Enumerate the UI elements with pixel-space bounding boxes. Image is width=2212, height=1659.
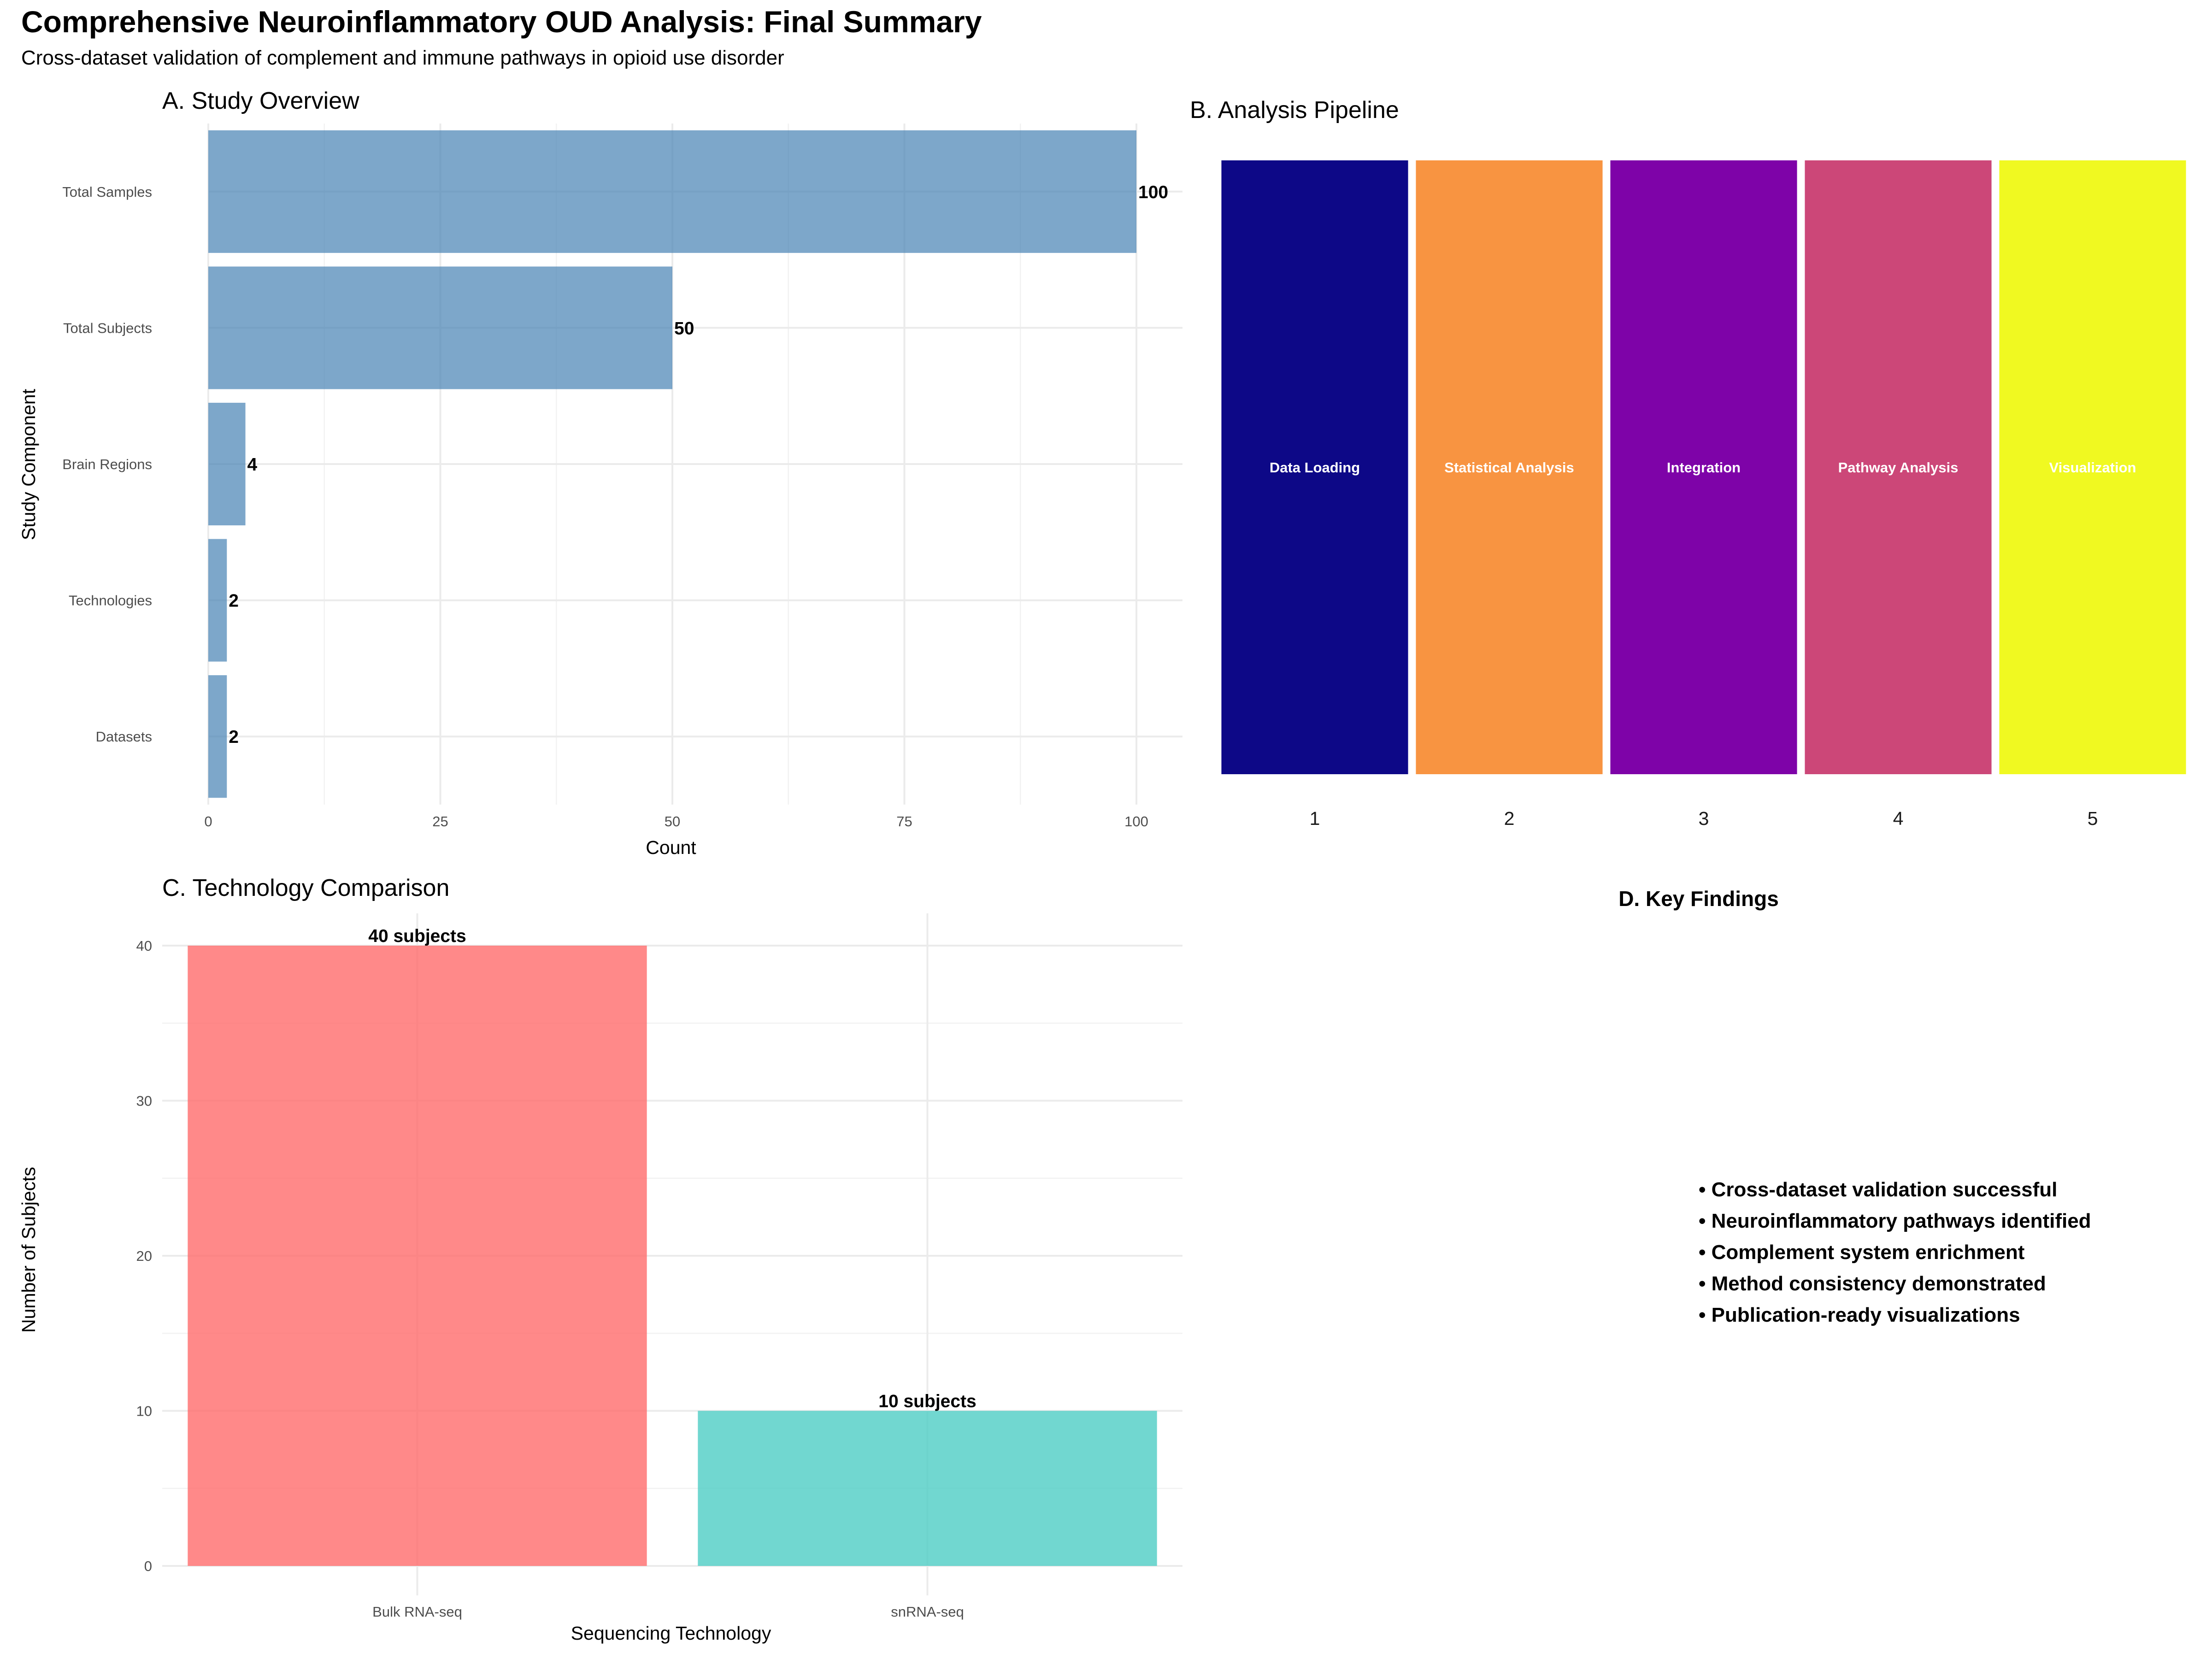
bar-datasets [208,675,227,798]
x-tick-label: 50 [665,813,680,830]
pipeline-stage-data-loading [1221,160,1408,774]
x-tick-label: 5 [2088,808,2098,829]
panel-c-technology-comparison: C. Technology Comparison 40 subjects 10 s… [18,875,1182,1644]
data-label-brain-regions: 4 [247,455,258,475]
panel-a-y-axis-title: Study Component [18,388,39,540]
data-label-snrna-seq: 10 subjects [878,1392,976,1412]
x-tick-label: 0 [204,813,212,830]
findings-list: • Cross-dataset validation successful • … [1699,1178,2091,1326]
finding-item: • Method consistency demonstrated [1699,1272,2046,1295]
y-tick-label: 10 [136,1403,152,1419]
y-tick-label: 40 [136,938,152,954]
panel-c-data-labels: 40 subjects 10 subjects [368,926,976,1412]
y-tick-label: Datasets [96,729,152,745]
panel-c-x-tick-labels: Bulk RNA-seq snRNA-seq [372,1604,964,1620]
panel-a-data-labels: 100 50 4 2 2 [229,182,1168,747]
stage-label-statistical-analysis: Statistical Analysis [1444,459,1574,476]
stage-label-pathway-analysis: Pathway Analysis [1838,459,1959,476]
x-tick-label: 100 [1124,813,1148,830]
y-tick-label: Total Subjects [63,320,152,336]
panel-b-analysis-pipeline: B. Analysis Pipeline Data Loading Statist… [1190,97,2186,829]
finding-item: • Complement system enrichment [1699,1241,2025,1264]
pipeline-stage-integration [1610,160,1797,774]
stage-label-visualization: Visualization [2049,459,2136,476]
data-label-datasets: 2 [229,727,239,747]
finding-item: • Neuroinflammatory pathways identified [1699,1210,2091,1232]
panel-d-title: D. Key Findings [1618,887,1779,911]
panel-a-x-axis-title: Count [646,837,696,858]
x-tick-label: 4 [1893,808,1904,829]
bar-snrna-seq [698,1411,1157,1566]
panel-a-x-tick-labels: 0 25 50 75 100 [204,813,1148,830]
stage-label-integration: Integration [1667,459,1741,476]
panel-a-study-overview: A. Study Overview 100 50 4 2 2 Total Samples… [18,88,1182,858]
panel-c-x-axis-title: Sequencing Technology [571,1623,771,1644]
data-label-bulk-rna-seq: 40 subjects [368,926,466,946]
bar-total-subjects [208,266,672,389]
y-tick-label: Technologies [69,593,152,609]
panel-c-y-axis-title: Number of Subjects [18,1167,39,1333]
y-tick-label: 30 [136,1093,152,1109]
panel-b-stage-labels: Data Loading Statistical Analysis Integrat… [1270,459,2136,476]
pipeline-stage-visualization [1999,160,2186,774]
x-tick-label: snRNA-seq [891,1604,964,1620]
bar-brain-regions [208,402,246,526]
panel-a-bars [208,130,1136,798]
x-tick-label: 25 [432,813,448,830]
bar-technologies [208,539,227,662]
panel-a-y-tick-labels: Total Samples Total Subjects Brain Regions… [62,184,152,745]
y-tick-label: Total Samples [62,184,152,200]
y-tick-label: Brain Regions [62,456,152,472]
finding-item: • Publication-ready visualizations [1699,1304,2020,1326]
panel-b-x-tick-labels: 1 2 3 4 5 [1310,808,2098,829]
finding-item: • Cross-dataset validation successful [1699,1178,2057,1201]
data-label-total-subjects: 50 [674,318,694,338]
x-tick-label: 75 [896,813,912,830]
panel-d-key-findings: D. Key Findings • Cross-dataset validati… [1618,887,2091,1326]
panel-b-title: B. Analysis Pipeline [1190,97,1399,124]
panel-b-stage-blocks [1221,160,2186,774]
data-label-total-samples: 100 [1138,182,1168,202]
x-tick-label: Bulk RNA-seq [372,1604,462,1620]
y-tick-label: 20 [136,1248,152,1264]
x-tick-label: 1 [1310,808,1320,829]
figure-title: Comprehensive Neuroinflammatory OUD Anal… [21,5,982,39]
figure-subtitle: Cross-dataset validation of complement a… [21,47,784,69]
x-tick-label: 3 [1699,808,1709,829]
data-label-technologies: 2 [229,591,239,611]
pipeline-stage-pathway-analysis [1805,160,1992,774]
x-tick-label: 2 [1504,808,1515,829]
panel-c-y-tick-labels: 0 10 20 30 40 [136,938,152,1574]
bar-total-samples [208,130,1136,253]
bar-bulk-rna-seq [188,946,647,1566]
pipeline-stage-statistical-analysis [1416,160,1603,774]
panel-a-title: A. Study Overview [162,88,359,114]
panel-c-bars [188,946,1157,1566]
panel-c-title: C. Technology Comparison [162,875,449,901]
stage-label-data-loading: Data Loading [1270,459,1360,476]
y-tick-label: 0 [144,1558,152,1574]
